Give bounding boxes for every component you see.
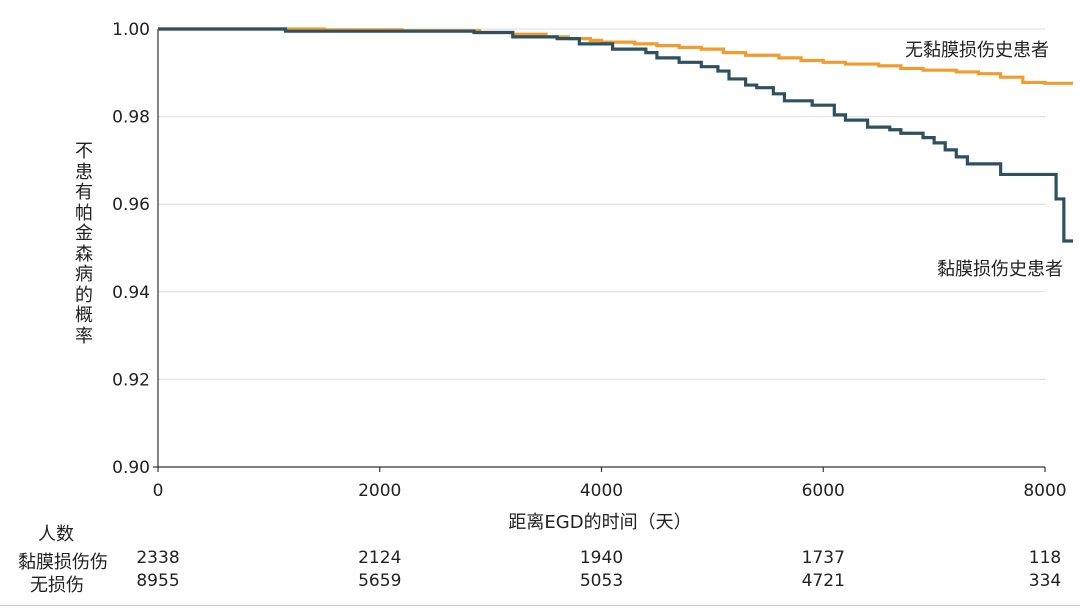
series-lines (158, 27, 1073, 243)
x-tick-label: 2000 (358, 481, 401, 501)
y-tick-label: 0.90 (112, 458, 150, 478)
risk-count: 1737 (801, 548, 845, 568)
risk-count: 2124 (358, 548, 402, 568)
series-injury-line (158, 27, 1073, 243)
y-tick-label: 1.00 (112, 20, 150, 40)
risk-count: 5659 (358, 571, 402, 591)
annotation-injury: 黏膜损伤史患者 (937, 259, 1063, 280)
y-tick-label: 0.92 (112, 370, 150, 390)
x-tick-label: 0 (153, 481, 164, 501)
axes (153, 29, 1046, 472)
risk-count: 4721 (801, 571, 845, 591)
risk-table: 人数 黏膜损伤伤 无损伤 2338 2124 1940 1737 118 8955 5659… (0, 518, 1080, 598)
y-tick-labels: 0.90 0.92 0.94 0.96 0.98 1.00 (112, 20, 150, 478)
x-tick-label: 4000 (580, 481, 623, 501)
y-tick-label: 0.96 (112, 195, 150, 215)
risk-row-label-injury: 黏膜损伤伤 (18, 552, 108, 573)
x-tick-labels: 0 2000 4000 6000 8000 (153, 481, 1067, 501)
y-tick-label: 0.94 (112, 283, 150, 303)
risk-count: 8955 (136, 571, 180, 591)
risk-count: 2338 (136, 548, 180, 568)
y-tick-label: 0.98 (112, 108, 150, 128)
risk-row-label-no-injury: 无损伤 (30, 575, 84, 596)
risk-table-title: 人数 (38, 524, 74, 545)
bottom-divider (0, 605, 1080, 606)
y-axis-label: 不患有帕金森病的概率 (75, 141, 93, 347)
annotation-no-injury: 无黏膜损伤史患者 (905, 40, 1049, 61)
x-axis-label: 距离EGD的时间（天） (508, 512, 692, 533)
risk-count: 118 (1028, 548, 1062, 568)
risk-count: 334 (1028, 571, 1062, 591)
x-tick-label: 8000 (1023, 481, 1066, 501)
x-tick-label: 6000 (802, 481, 845, 501)
km-chart: 0.90 0.92 0.94 0.96 0.98 1.00 0 2000 4000 6000 80… (112, 20, 1073, 501)
risk-count: 1940 (579, 548, 624, 568)
risk-count: 5053 (579, 571, 624, 591)
grid-lines (158, 28, 1045, 468)
